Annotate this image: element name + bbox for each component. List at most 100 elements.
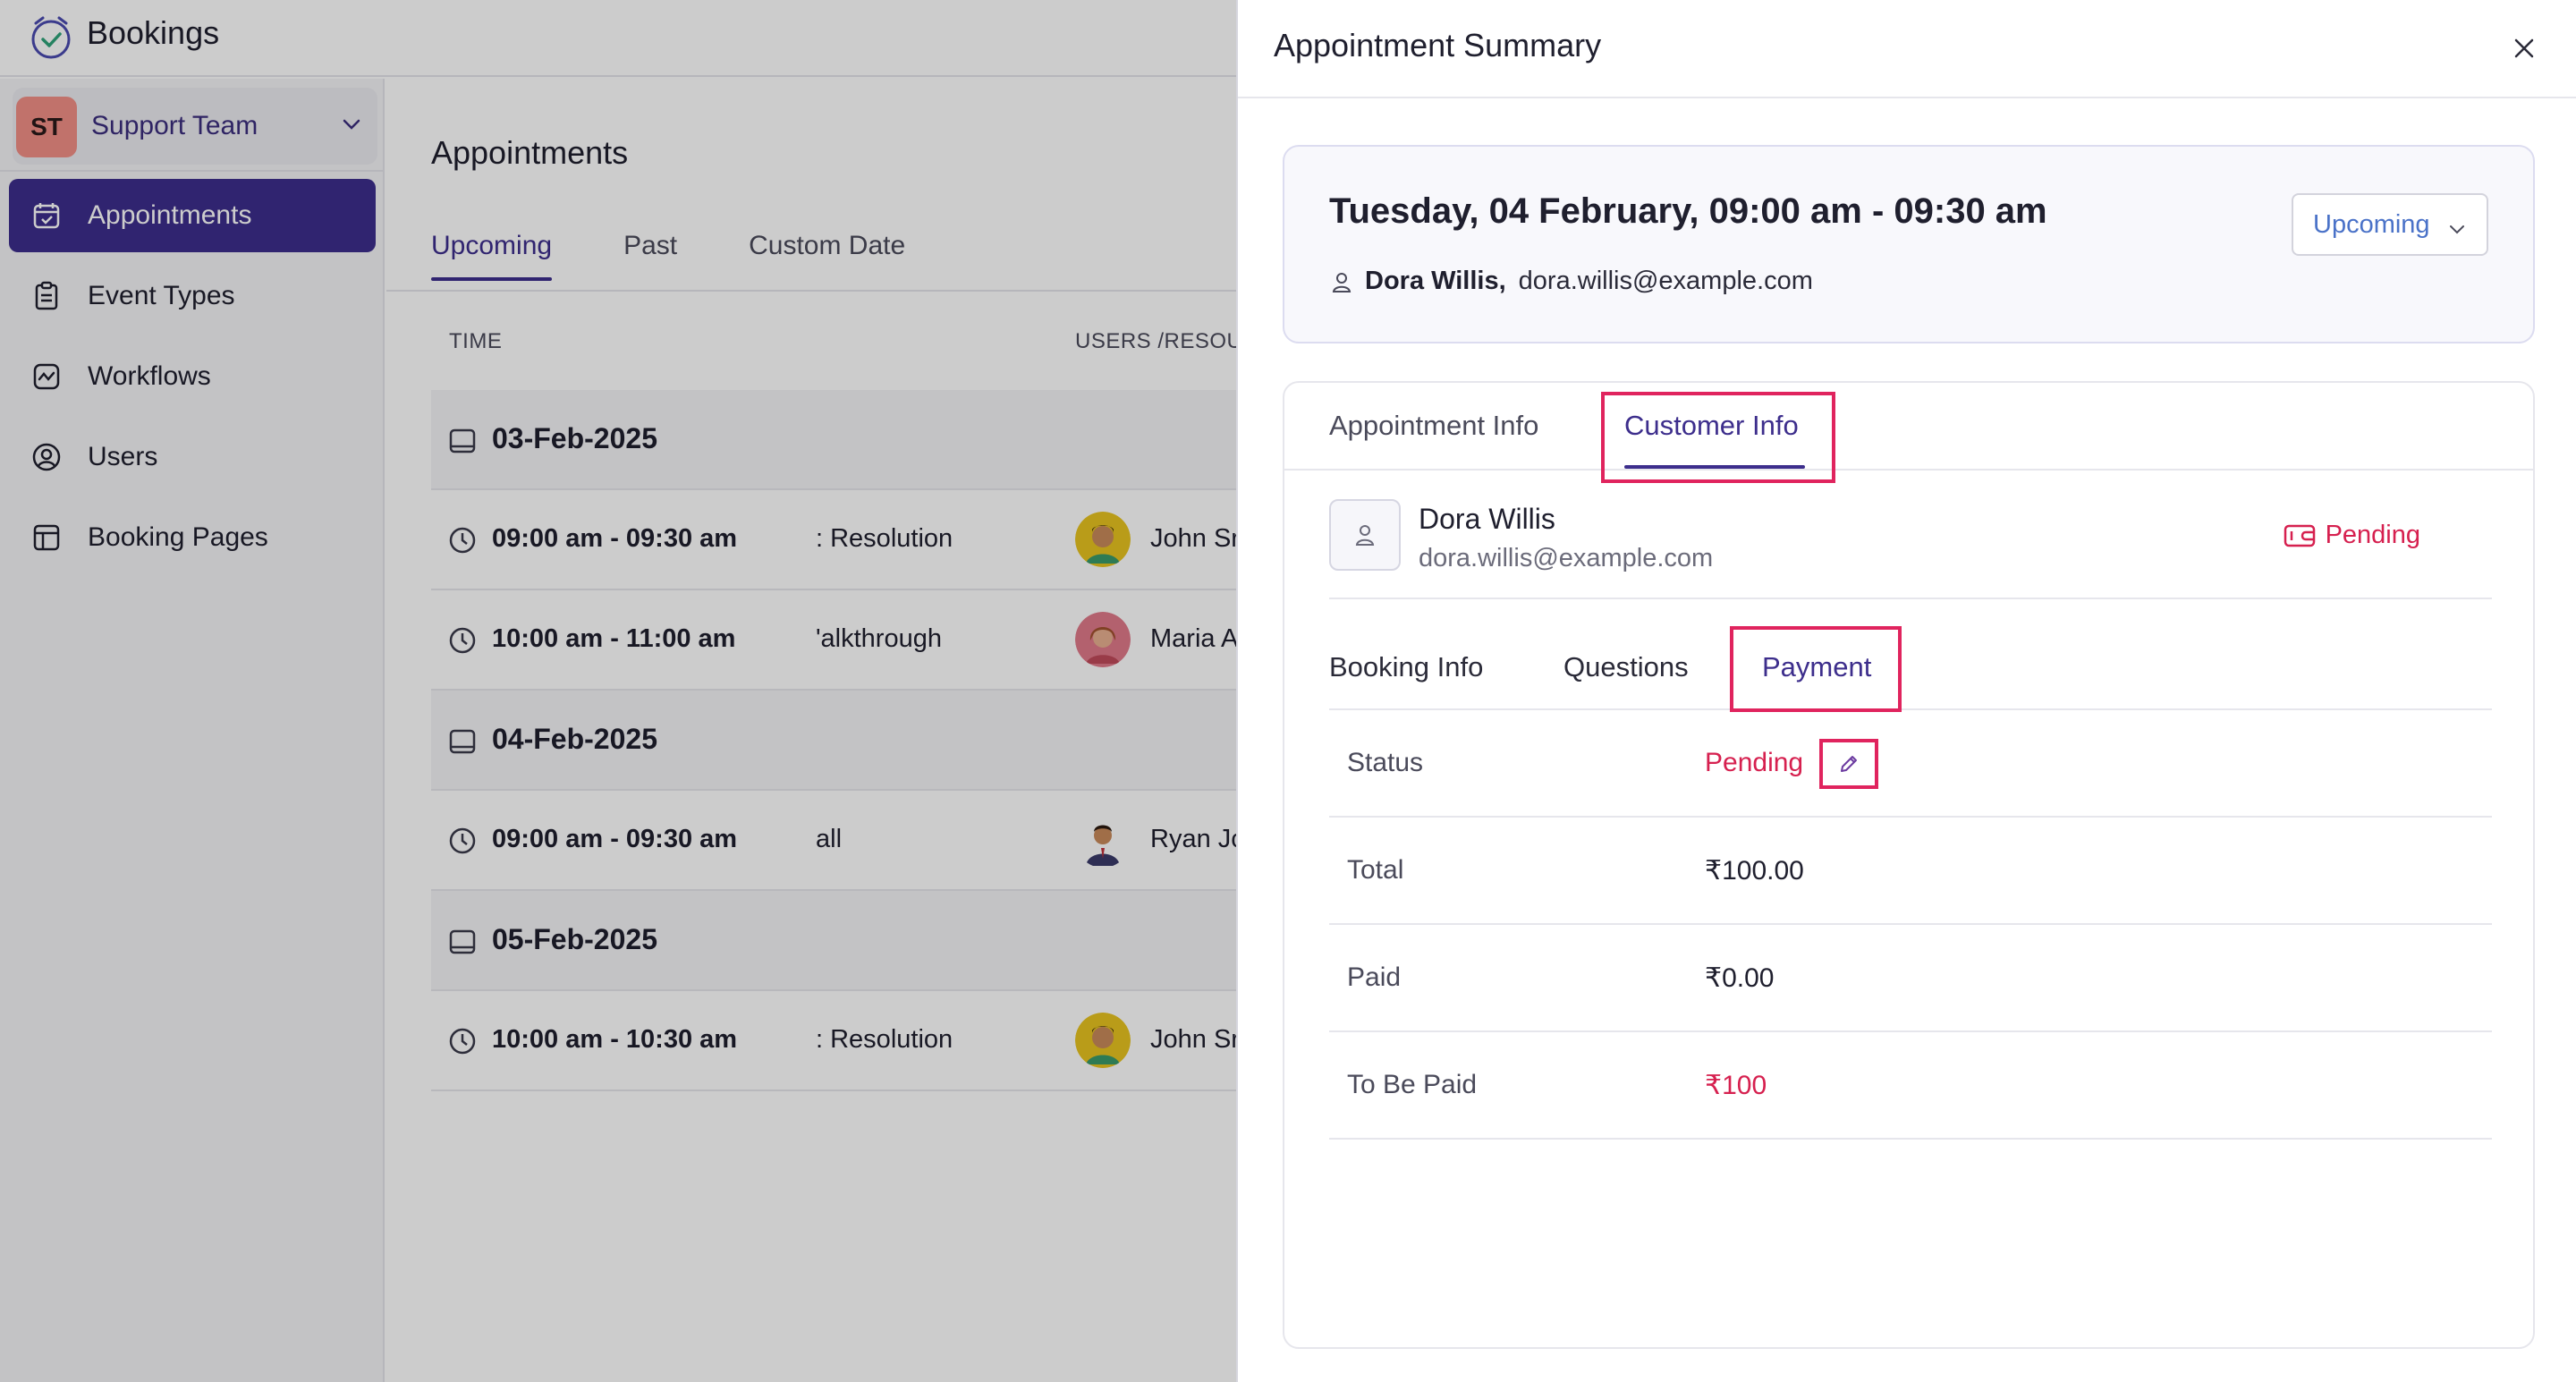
clock-icon	[447, 625, 478, 656]
avatar	[1075, 612, 1131, 667]
tab-upcoming[interactable]: Upcoming	[431, 231, 553, 281]
sidebar-item-booking-pages[interactable]: Booking Pages	[9, 501, 376, 574]
sidebar-divider	[0, 170, 385, 172]
page-title: Appointments	[431, 134, 629, 171]
tab-booking-info[interactable]: Booking Info	[1329, 651, 1484, 683]
appointment-service: 'alkthrough	[816, 624, 942, 653]
payment-row-status: Status Pending	[1329, 712, 2492, 818]
sidebar-item-appointments[interactable]: Appointments	[9, 179, 376, 252]
sidebar-item-label: Appointments	[88, 200, 252, 230]
status-dropdown-value: Upcoming	[2313, 209, 2430, 239]
appointment-service: all	[816, 825, 843, 853]
sidebar-item-label: Users	[88, 442, 158, 471]
tab-customer-info[interactable]: Customer Info	[1624, 410, 1799, 441]
tab-active-indicator	[1624, 465, 1805, 469]
divider	[1329, 598, 2492, 599]
edit-payment-status-button[interactable]	[1819, 739, 1878, 789]
payment-status-value: Pending	[1705, 748, 1804, 777]
user-name: John Sr	[1150, 1025, 1240, 1054]
sidebar-item-label: Event Types	[88, 281, 235, 310]
date-label: 03-Feb-2025	[492, 422, 657, 454]
team-name: Support Team	[91, 111, 258, 140]
tab-past[interactable]: Past	[623, 231, 678, 260]
summary-customer: Dora Willis, dora.willis@example.com	[1329, 267, 1813, 296]
avatar	[1075, 512, 1131, 567]
sidebar-item-label: Workflows	[88, 361, 211, 391]
appointment-time: 09:00 am - 09:30 am	[492, 524, 738, 553]
column-header-time: TIME	[449, 329, 503, 353]
calendar-icon	[447, 425, 478, 455]
tab-custom-date[interactable]: Custom Date	[749, 231, 906, 260]
customer-subtabs: Booking Info Questions Payment	[1329, 624, 2492, 712]
sidebar-nav: Appointments Event Types Workflows Users	[9, 179, 376, 581]
summary-card: Tuesday, 04 February, 09:00 am - 09:30 a…	[1283, 145, 2535, 343]
avatar	[1075, 1013, 1131, 1068]
appointment-datetime: Tuesday, 04 February, 09:00 am - 09:30 a…	[1329, 191, 2047, 231]
payment-status-badge: Pending	[2283, 521, 2420, 550]
user-circle-icon	[30, 441, 63, 473]
tab-questions[interactable]: Questions	[1563, 651, 1689, 683]
person-icon	[1329, 269, 1354, 294]
date-label: 05-Feb-2025	[492, 923, 657, 955]
customer-name: Dora Willis,	[1365, 267, 1506, 295]
bookings-logo-icon	[27, 13, 75, 61]
calendar-check-icon	[30, 199, 63, 232]
user-name: John Sr	[1150, 524, 1240, 553]
payment-label: Status	[1347, 748, 1424, 777]
info-card: Appointment Info Customer Info Dora Will…	[1283, 381, 2535, 1349]
date-label: 04-Feb-2025	[492, 723, 657, 755]
payment-to-be-paid-value: ₹100	[1705, 1071, 1767, 1100]
clock-icon	[447, 826, 478, 856]
customer-header: Dora Willis dora.willis@example.com Pend…	[1329, 499, 2492, 596]
chevron-down-icon	[340, 113, 363, 136]
avatar	[1329, 499, 1401, 571]
wallet-icon	[2284, 524, 2315, 547]
column-header-users: USERS /RESOUR	[1075, 329, 1259, 353]
user-name: Ryan Jc	[1150, 825, 1244, 853]
customer-name: Dora Willis	[1419, 503, 1555, 535]
sidebar-item-users[interactable]: Users	[9, 420, 376, 494]
clipboard-icon	[30, 280, 63, 312]
close-icon[interactable]	[2506, 30, 2542, 66]
payment-row-to-be-paid: To Be Paid ₹100	[1329, 1034, 2492, 1140]
pencil-icon	[1841, 756, 1857, 772]
appointment-status-dropdown[interactable]: Upcoming	[2292, 193, 2488, 256]
payment-label: Paid	[1347, 962, 1402, 992]
layout-icon	[30, 521, 63, 554]
payment-label: To Be Paid	[1347, 1070, 1478, 1099]
appointment-summary-drawer: Appointment Summary Tuesday, 04 February…	[1236, 0, 2576, 1382]
sidebar-item-label: Booking Pages	[88, 522, 268, 552]
info-tabs: Appointment Info Customer Info	[1284, 383, 2533, 483]
appointment-service: : Resolution	[816, 524, 953, 553]
team-selector[interactable]: ST Support Team	[13, 88, 377, 165]
clock-icon	[447, 1026, 478, 1056]
highlight-box	[1601, 392, 1835, 483]
appointment-tabs: Upcoming Past Custom Date	[431, 231, 977, 281]
appointment-service: : Resolution	[816, 1025, 953, 1054]
sidebar: ST Support Team Appointments Event Types	[0, 79, 385, 1382]
payment-status-text: Pending	[2325, 521, 2420, 549]
drawer-header: Appointment Summary	[1238, 0, 2576, 98]
user-name: Maria A	[1150, 624, 1239, 653]
highlight-box	[1730, 626, 1902, 712]
payment-row-paid: Paid ₹0.00	[1329, 927, 2492, 1032]
sidebar-item-event-types[interactable]: Event Types	[9, 259, 376, 333]
calendar-icon	[447, 725, 478, 756]
clock-icon	[447, 525, 478, 555]
tab-appointment-info[interactable]: Appointment Info	[1329, 410, 1539, 441]
appointment-time: 09:00 am - 09:30 am	[492, 825, 738, 853]
sidebar-item-workflows[interactable]: Workflows	[9, 340, 376, 413]
calendar-icon	[447, 926, 478, 956]
app-title: Bookings	[87, 14, 220, 51]
payment-total-value: ₹100.00	[1705, 856, 1804, 886]
person-icon	[1355, 525, 1375, 546]
customer-email: dora.willis@example.com	[1419, 544, 1714, 572]
team-avatar: ST	[16, 97, 77, 157]
modal-backdrop[interactable]	[0, 0, 1236, 1382]
payment-label: Total	[1347, 855, 1404, 885]
payment-paid-value: ₹0.00	[1705, 963, 1775, 993]
appointment-time: 10:00 am - 10:30 am	[492, 1025, 738, 1054]
customer-email: dora.willis@example.com	[1518, 267, 1813, 295]
payment-row-total: Total ₹100.00	[1329, 819, 2492, 925]
tab-payment[interactable]: Payment	[1762, 651, 1872, 683]
